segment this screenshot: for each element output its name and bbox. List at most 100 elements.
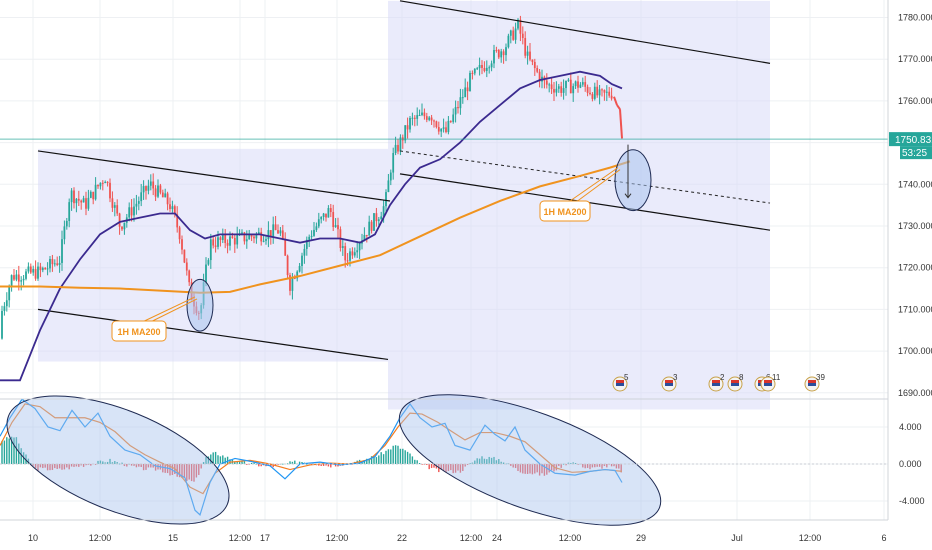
macd-histogram-bar bbox=[162, 464, 164, 473]
candle-body bbox=[433, 120, 435, 122]
channel-upper-line bbox=[399, 0, 771, 64]
event-flag-stripe bbox=[731, 383, 739, 386]
macd-histogram-bar bbox=[538, 464, 541, 476]
candle-body bbox=[87, 197, 90, 209]
channel-fills bbox=[38, 0, 770, 410]
candle-body bbox=[584, 82, 587, 87]
macd-histogram-bar bbox=[298, 461, 301, 464]
macd-histogram-bar bbox=[198, 464, 200, 475]
macd-histogram-bar bbox=[46, 464, 49, 471]
macd-histogram-bar bbox=[56, 464, 58, 469]
candle-body bbox=[344, 246, 347, 261]
candle-body bbox=[313, 229, 315, 236]
candle-body bbox=[29, 266, 32, 273]
candle-body bbox=[109, 182, 111, 199]
candle-body bbox=[53, 263, 56, 265]
candle-body bbox=[61, 239, 63, 263]
candle-body bbox=[104, 181, 107, 184]
candle-body bbox=[404, 125, 407, 141]
candle-body bbox=[507, 35, 510, 48]
candle-body bbox=[425, 116, 428, 120]
candle-body bbox=[557, 86, 560, 89]
candle-body bbox=[320, 216, 323, 220]
candle-body bbox=[346, 260, 349, 262]
macd-line bbox=[0, 398, 623, 516]
candle-body bbox=[262, 240, 265, 242]
candle-body bbox=[569, 79, 572, 94]
candle-body bbox=[418, 115, 421, 117]
macd-histogram-bar bbox=[397, 445, 399, 464]
macd-histogram-bar bbox=[318, 464, 320, 466]
candle-body bbox=[46, 268, 49, 270]
time-axis-tick-label: 12:00 bbox=[229, 533, 252, 543]
macd-histogram-bar bbox=[325, 464, 327, 466]
macd-histogram-bar bbox=[246, 464, 248, 465]
candle-body bbox=[574, 81, 577, 87]
candle-body bbox=[51, 258, 54, 265]
macd-histogram-bar bbox=[207, 456, 210, 464]
candle-body bbox=[226, 242, 229, 246]
indicator-lines bbox=[0, 0, 888, 516]
macd-histogram-bar bbox=[78, 464, 80, 467]
macd-histogram-bar bbox=[615, 464, 618, 469]
price-axis-tick-label: 1760.000 bbox=[898, 96, 932, 106]
candle-body bbox=[121, 226, 123, 230]
macd-histogram-bar bbox=[238, 460, 241, 464]
candle-body bbox=[454, 107, 457, 115]
macd-histogram-bar bbox=[82, 464, 85, 467]
candle-body bbox=[207, 260, 210, 265]
candle-body bbox=[123, 222, 126, 230]
macd-histogram-bar bbox=[531, 464, 534, 475]
candle-body bbox=[140, 192, 143, 202]
macd-histogram-bar bbox=[476, 458, 478, 464]
event-flag-stripe bbox=[665, 383, 673, 386]
candle-body bbox=[236, 235, 239, 245]
drop-candle bbox=[619, 109, 623, 139]
highlight-ellipse bbox=[186, 278, 214, 332]
macd-histogram-bar bbox=[565, 464, 567, 466]
event-flag-stripe bbox=[808, 380, 816, 383]
time-axis-tick-label: 15 bbox=[168, 533, 178, 543]
macd-histogram-bar bbox=[3, 440, 6, 464]
candle-body bbox=[495, 50, 498, 52]
macd-histogram-bar bbox=[483, 458, 486, 464]
candle-body bbox=[183, 249, 186, 263]
macd-histogram-bar bbox=[306, 463, 308, 465]
time-axis-tick-label: 12:00 bbox=[89, 533, 112, 543]
macd-histogram-bar bbox=[426, 464, 428, 465]
candle-body bbox=[178, 227, 181, 240]
candle-body bbox=[301, 255, 303, 267]
candle-body bbox=[413, 117, 416, 119]
macd-histogram-bar bbox=[133, 464, 135, 466]
candle-body bbox=[145, 186, 147, 191]
candle-body bbox=[502, 51, 505, 56]
candle-body bbox=[533, 61, 536, 69]
candle-body bbox=[457, 107, 459, 109]
candle-body bbox=[461, 97, 464, 99]
macd-histogram-bar bbox=[126, 464, 128, 467]
candle-body bbox=[382, 206, 385, 217]
candle-body bbox=[3, 306, 6, 311]
macd-histogram-bar bbox=[543, 464, 546, 476]
candle-body bbox=[485, 67, 488, 71]
macd-histogram-bar bbox=[18, 443, 20, 464]
time-axis-tick-label: 17 bbox=[260, 533, 270, 543]
macd-histogram-bar bbox=[553, 464, 555, 472]
candle-body bbox=[274, 224, 277, 231]
price-axis-tick-label: 1700.000 bbox=[898, 346, 932, 356]
macd-histogram-bar bbox=[510, 464, 512, 466]
macd-histogram-bar bbox=[562, 463, 565, 465]
candle-body bbox=[385, 192, 387, 207]
candle-body bbox=[605, 91, 608, 93]
candle-body bbox=[392, 153, 395, 173]
macd-histogram-bar bbox=[289, 461, 291, 464]
macd-histogram-bar bbox=[109, 458, 111, 464]
macd-histogram-bar bbox=[1, 440, 3, 464]
event-marker-count: 39 bbox=[816, 373, 825, 382]
macd-histogram-bar bbox=[606, 464, 608, 468]
channel-fill bbox=[38, 148, 388, 362]
macd-histogram-bar bbox=[66, 464, 68, 468]
highlight-ellipse bbox=[614, 149, 652, 212]
